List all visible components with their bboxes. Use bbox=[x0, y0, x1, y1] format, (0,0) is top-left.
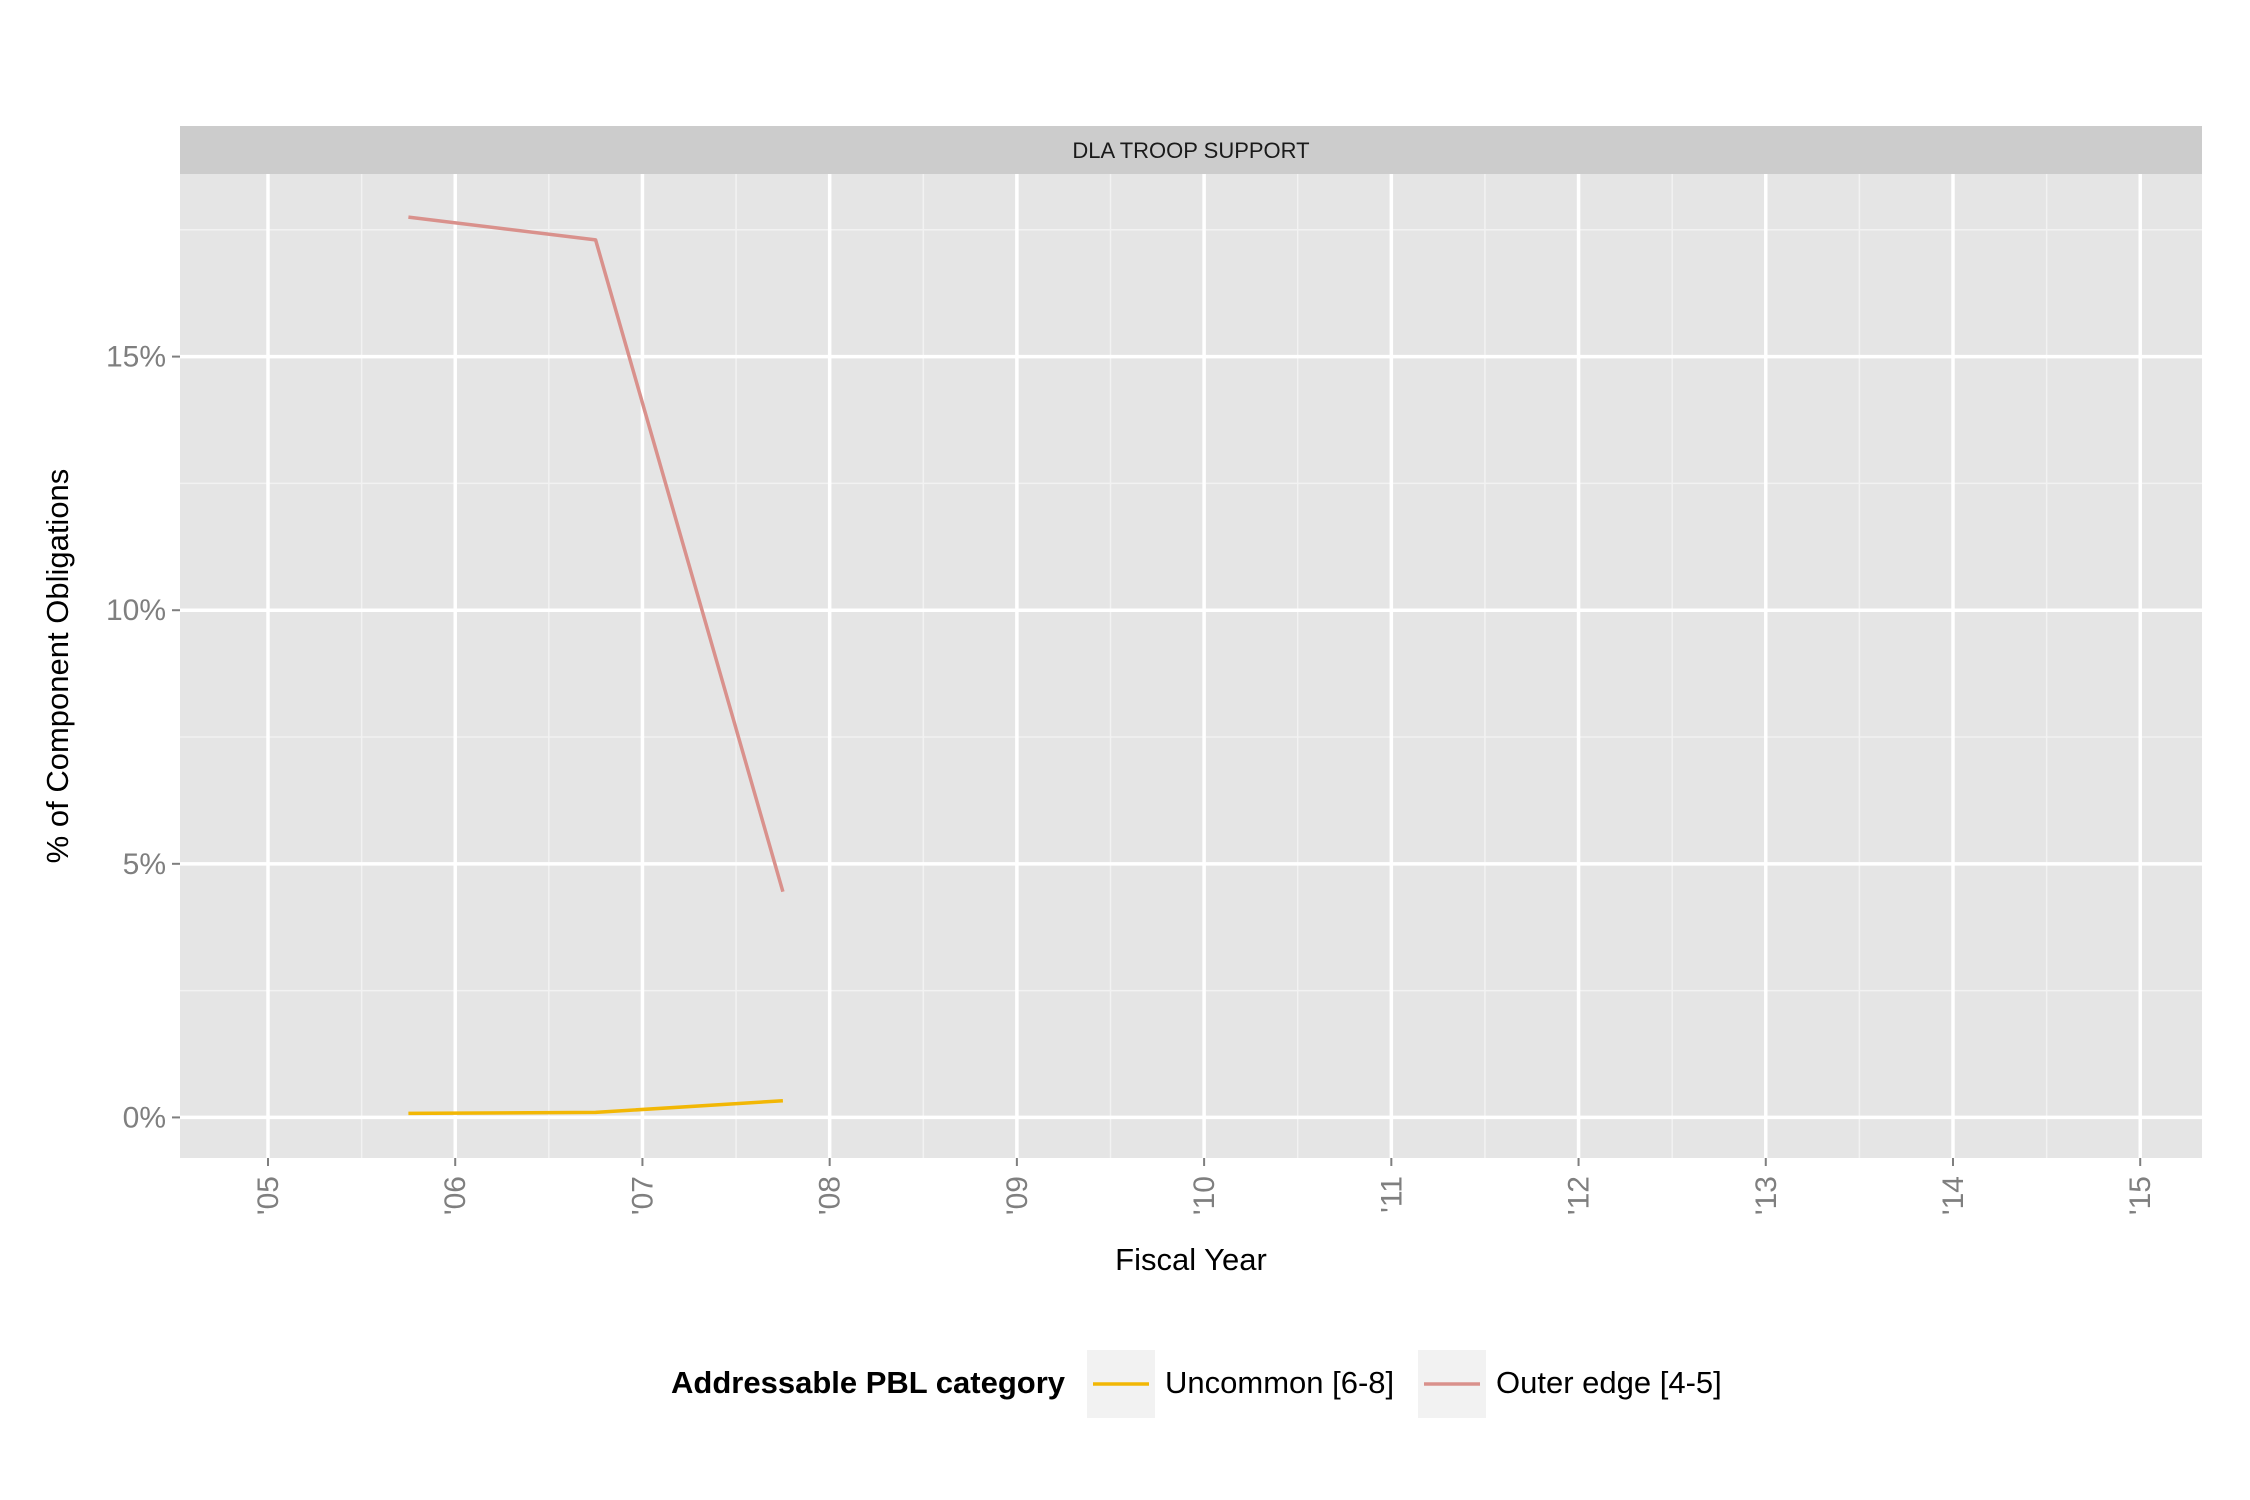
y-axis: 0% 5% 10% 15% bbox=[106, 341, 180, 1134]
x-tick-label: '07 bbox=[626, 1176, 659, 1215]
series-lines bbox=[408, 215, 785, 1116]
x-tick-label: '14 bbox=[1937, 1176, 1970, 1215]
x-tick-label: '09 bbox=[1001, 1176, 1034, 1215]
x-tick-label: '11 bbox=[1375, 1176, 1408, 1213]
legend-item-outer-edge: Outer edge [4-5] bbox=[1418, 1350, 1722, 1418]
series-line-outer-edge bbox=[408, 215, 785, 893]
y-axis-title: % of Component Obligations bbox=[40, 469, 75, 864]
y-tick-label: 15% bbox=[106, 341, 166, 374]
x-tick-label: '08 bbox=[814, 1176, 847, 1215]
series-line-uncommon bbox=[408, 1098, 784, 1116]
panel-title: DLA TROOP SUPPORT bbox=[1072, 138, 1309, 163]
x-tick-label: '06 bbox=[439, 1176, 472, 1215]
panel-strip bbox=[180, 126, 2202, 174]
y-tick-label: 10% bbox=[106, 594, 166, 627]
y-tick-label: 5% bbox=[123, 848, 166, 881]
legend-title: Addressable PBL category bbox=[671, 1365, 1066, 1400]
major-gridlines bbox=[180, 174, 2202, 1158]
x-tick-label: '15 bbox=[2124, 1176, 2157, 1215]
legend-label-uncommon: Uncommon [6-8] bbox=[1165, 1365, 1394, 1400]
legend: Addressable PBL category Uncommon [6-8] … bbox=[671, 1350, 1722, 1418]
x-tick-label: '05 bbox=[252, 1176, 285, 1215]
minor-gridlines bbox=[180, 174, 2202, 1158]
x-tick-label: '10 bbox=[1188, 1176, 1221, 1215]
legend-item-uncommon: Uncommon [6-8] bbox=[1087, 1350, 1394, 1418]
x-tick-label: '12 bbox=[1563, 1176, 1596, 1215]
y-tick-label: 0% bbox=[123, 1101, 166, 1134]
plot-panel bbox=[180, 174, 2202, 1158]
x-tick-label: '13 bbox=[1750, 1176, 1783, 1215]
x-axis-title: Fiscal Year bbox=[1115, 1242, 1267, 1277]
x-axis: '05 '06 '07 '08 '09 '10 '11 '12 '13 '14 '15 bbox=[252, 1158, 2157, 1215]
legend-label-outer-edge: Outer edge [4-5] bbox=[1496, 1365, 1722, 1400]
